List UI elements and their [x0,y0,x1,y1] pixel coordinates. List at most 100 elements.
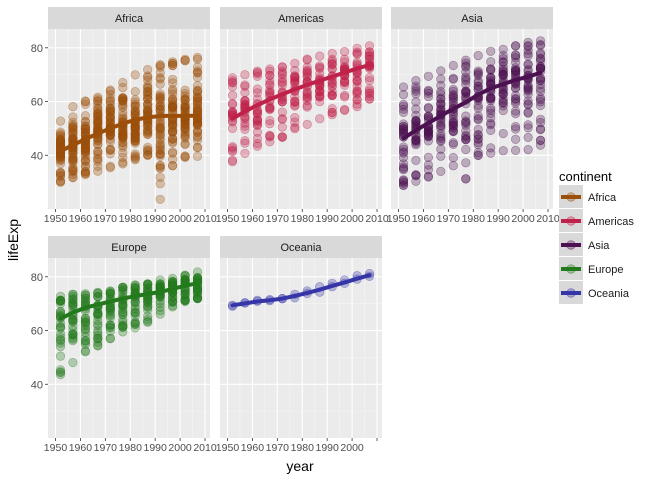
data-point [327,54,337,65]
data-point [55,131,66,141]
data-point [436,103,446,113]
data-point [130,122,140,133]
data-point [93,119,103,129]
data-point [290,112,300,123]
data-point [168,89,178,99]
legend-entry-europe: Europe [559,257,623,280]
data-point [80,141,90,151]
x-tick-label: 1960 [241,213,265,225]
data-point [411,170,421,180]
data-point [411,104,421,114]
data-point [486,64,496,75]
data-point [68,162,78,172]
data-point [143,314,153,325]
data-point [168,154,178,164]
data-point [130,124,140,134]
legend-entry-africa: Africa [559,185,617,208]
data-point [461,116,471,126]
data-point [411,155,421,165]
x-tick-label: 1950 [387,213,411,225]
data-point [93,156,103,166]
data-point [252,109,262,119]
data-point [192,127,203,137]
data-point [105,145,115,155]
data-point [290,97,300,107]
data-point [398,123,409,134]
data-point [168,120,178,130]
data-point [352,101,362,112]
data-point [93,136,103,146]
data-point [340,76,350,86]
data-point [277,68,287,78]
data-point [461,135,471,145]
x-tick-label: 1990 [486,213,510,225]
data-point [486,75,496,86]
x-tick-label: 2010 [365,213,389,225]
data-point [240,96,250,106]
data-point [277,122,287,132]
data-point [252,115,262,126]
data-point [411,134,421,144]
data-point [290,92,300,102]
data-point [364,94,375,104]
data-point [411,116,421,126]
data-point [105,104,115,114]
data-point [340,92,350,102]
data-point [277,96,287,107]
data-point [486,92,496,102]
data-point [192,66,203,76]
x-tick-label: 1950 [216,213,240,225]
data-point [277,114,287,124]
data-point [168,74,178,84]
data-point [93,111,103,121]
data-point [473,115,483,125]
data-point [68,330,78,340]
data-point [168,134,178,144]
facet-panel-asia: Asia 1950 1960 1970 1980 1990 2000 2010 [387,7,560,225]
data-point [315,87,325,97]
data-point [364,75,375,86]
data-point [498,88,508,99]
data-point [192,132,203,142]
data-point [143,122,153,132]
data-point [473,103,483,113]
data-point [398,180,409,190]
data-point [130,128,140,139]
data-point [155,118,165,128]
data-point [130,108,140,118]
x-tick-label: 1980 [462,213,486,225]
data-point [327,91,337,101]
data-point [143,105,153,115]
x-tick-label: 1970 [266,213,290,225]
data-point [118,133,128,143]
data-point [327,78,337,88]
data-point [80,121,90,131]
data-point [398,152,409,163]
data-point [168,147,178,157]
data-point [105,103,115,113]
data-point [93,94,103,104]
data-point [411,170,421,180]
data-point [143,147,153,157]
data-point [423,165,434,175]
data-point [535,53,546,63]
data-point [118,95,128,106]
data-point [340,77,350,88]
data-point [118,129,128,139]
data-point [277,62,287,72]
data-point [364,88,375,98]
trend-line [230,63,372,121]
data-point [398,177,409,187]
data-point [302,93,312,103]
data-point [118,134,128,144]
data-point [352,47,362,57]
data-point [68,153,78,163]
data-point [192,117,203,128]
data-point [411,84,421,94]
data-point [68,101,78,112]
data-point [143,127,153,137]
data-point [473,133,483,144]
data-point [55,135,66,145]
data-point [498,98,508,108]
data-point [68,129,78,139]
